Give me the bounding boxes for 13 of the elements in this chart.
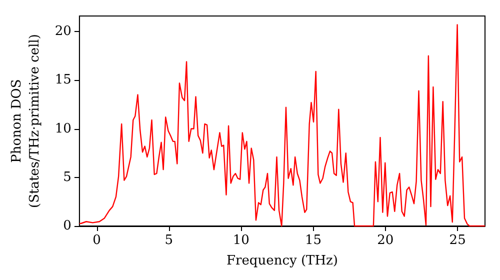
- x-tick-label: 15: [304, 233, 322, 248]
- y-tick-label: 5: [63, 170, 72, 185]
- y-tick-label: 15: [54, 72, 72, 88]
- y-tick-label: 0: [63, 218, 72, 234]
- x-tick-label: 0: [92, 233, 101, 248]
- x-tick-label: 25: [449, 233, 466, 248]
- y-axis-title: Phonon DOS (States/THz·primitive cell): [10, 34, 42, 208]
- x-tick-label: 5: [164, 233, 174, 248]
- y-tick-label: 10: [54, 121, 72, 136]
- x-axis-title: Frequency (THz): [226, 253, 338, 268]
- y-tick-label: 20: [54, 24, 72, 40]
- x-tick-label: 10: [232, 233, 250, 248]
- x-tick-label: 20: [377, 233, 394, 248]
